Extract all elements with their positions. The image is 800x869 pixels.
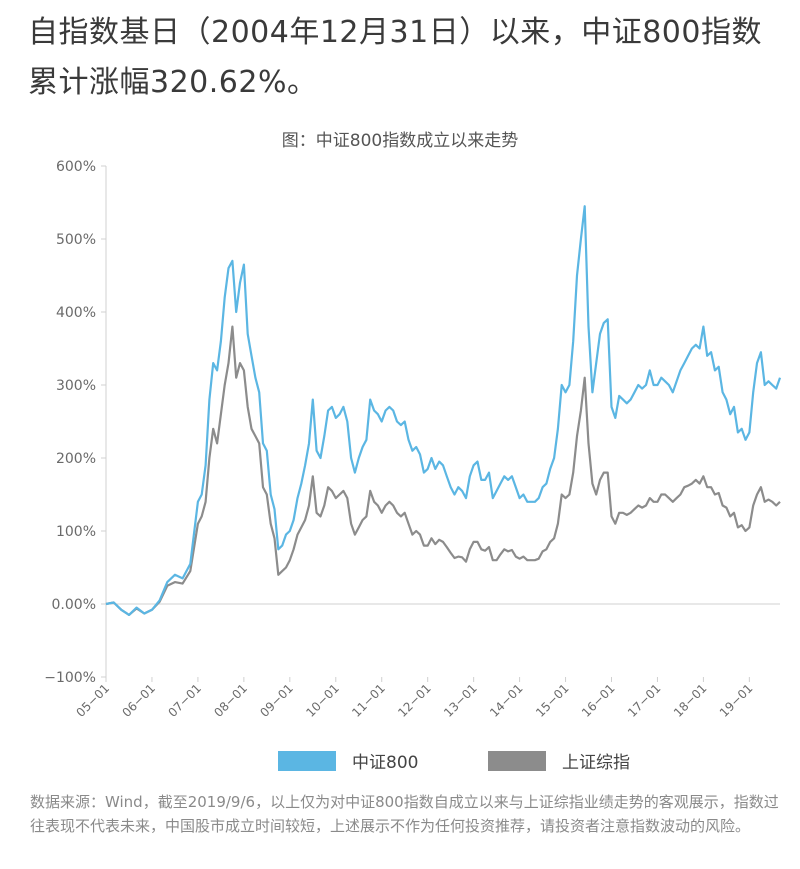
legend-label-csi800: 中证800 xyxy=(352,753,419,773)
x-tick-label: 12−01 xyxy=(395,681,434,720)
y-tick-label: 500% xyxy=(56,232,96,248)
chart-series xyxy=(105,205,782,616)
y-tick-label: −100% xyxy=(44,670,96,686)
x-tick-label: 11−01 xyxy=(349,681,388,720)
x-tick-label: 16−01 xyxy=(579,681,618,720)
chart-axes: 600%500%400%300%200%100%0.00%−100%05−01 0… xyxy=(44,159,780,720)
y-tick-label: 0.00% xyxy=(52,597,96,613)
x-tick-label: 14−01 xyxy=(487,681,526,720)
legend-swatch-csi800 xyxy=(278,750,336,771)
footnote-disclaimer: 数据来源：Wind，截至2019/9/6，以上仅为对中证800指数自成立以来与上… xyxy=(30,793,779,835)
x-tick-label: 09−01 xyxy=(257,681,296,720)
y-tick-label: 200% xyxy=(56,451,96,467)
x-tick-label: 13−01 xyxy=(441,681,480,720)
headline: 自指数基日（2004年12月31日）以来，中证800指数累计涨幅320.62%。 xyxy=(28,15,762,100)
y-tick-label: 400% xyxy=(56,305,96,321)
chart-legend: 中证800 上证综指 xyxy=(0,748,800,774)
legend-item-sse: 上证综指 xyxy=(488,748,630,773)
x-tick-label: 15−01 xyxy=(533,681,572,720)
x-tick-label: 18−01 xyxy=(671,681,710,720)
series-line-csi800 xyxy=(105,205,782,616)
x-tick-label: 05−01 xyxy=(74,681,113,720)
series-line-sse xyxy=(105,325,781,616)
line-chart: 600%500%400%300%200%100%0.00%−100%05−01 0… xyxy=(44,159,782,720)
x-tick-label: 08−01 xyxy=(211,681,250,720)
legend-label-sse: 上证综指 xyxy=(562,753,630,773)
y-tick-label: 600% xyxy=(56,159,96,175)
legend-swatch-sse xyxy=(488,750,546,771)
y-tick-label: 300% xyxy=(56,378,96,394)
x-tick-label: 17−01 xyxy=(625,681,664,720)
x-tick-label: 10−01 xyxy=(303,681,342,720)
legend-item-csi800: 中证800 xyxy=(278,748,418,773)
chart-title: 图：中证800指数成立以来走势 xyxy=(281,131,519,151)
x-tick-label: 06−01 xyxy=(119,681,158,720)
x-tick-label: 07−01 xyxy=(165,681,204,720)
x-tick-label: 19−01 xyxy=(717,681,756,720)
y-tick-label: 100% xyxy=(56,524,96,540)
